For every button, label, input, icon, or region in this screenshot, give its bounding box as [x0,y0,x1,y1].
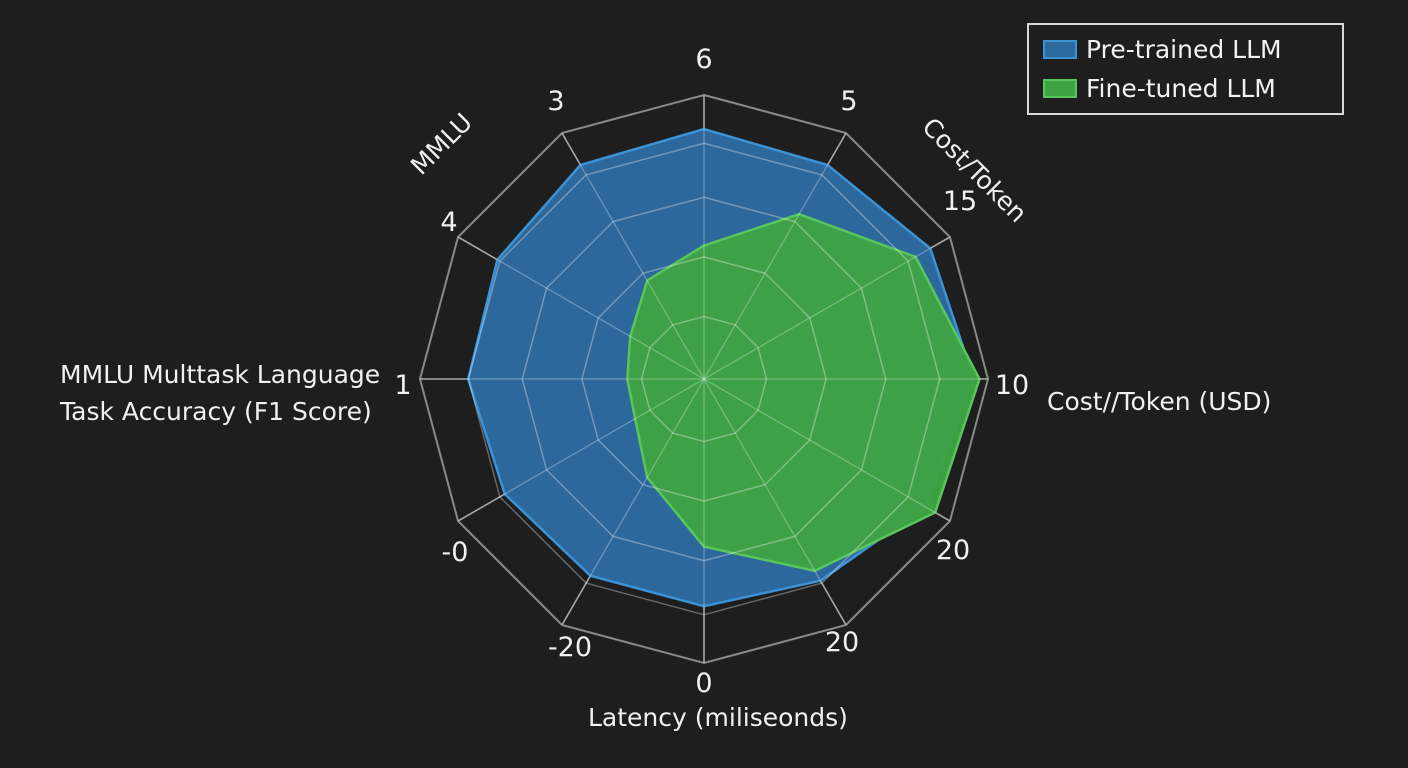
series-point [496,258,499,261]
series-point [629,335,632,338]
grid-ring [467,142,941,616]
axis-tick-label: 15 [943,186,977,217]
series-point [826,163,829,167]
grid-spoke-overlay [703,132,847,380]
series-point [929,247,932,250]
axis-tick-label: 1 [394,370,411,401]
grid-spoke-overlay [703,378,951,522]
legend-swatch-pretrained [1043,40,1077,59]
axis-title-accuracy-line2: Task Accuracy (F1 Score) [60,397,372,426]
axis-tick-label: 20 [825,627,859,658]
grid-spoke-overlay [561,378,705,626]
axis-tick-label: -20 [548,632,592,663]
series-point [626,377,629,381]
axis-tick-label: 10 [995,370,1029,401]
series-point [503,492,506,496]
axis-title-cost-usd: Cost//Token (USD) [1047,387,1272,416]
axis-tick-label: 6 [695,44,712,75]
series-point [646,476,649,479]
grid-ring [581,256,827,502]
series-point [702,244,706,247]
series-point [646,279,649,282]
series-point [579,163,582,167]
legend-label: Fine-tuned LLM [1086,74,1276,103]
axis-title-accuracy-line1: MMLU Multtask Language [60,360,381,389]
series-point [467,377,470,381]
series-point [797,213,801,216]
axis-title-latency: Latency (miliseonds) [588,703,848,732]
grid-spoke-overlay [561,132,705,380]
legend-item-finetuned: Fine-tuned LLM [1043,74,1276,103]
grid-spoke-overlay [457,236,705,380]
series-point [813,569,816,573]
grid-spoke-overlay [703,378,847,626]
axis-tick-label: 0 [695,668,712,699]
axis-tick-label: 4 [440,207,457,238]
grid-spoke-overlay [703,236,951,380]
legend-label: Pre-trained LLM [1086,35,1282,64]
series-point [978,377,981,381]
axis-tick-label: 20 [936,535,970,566]
series-point [589,574,592,577]
series-point [819,579,822,582]
grid-ring [521,196,887,562]
series-point [633,417,637,420]
legend-swatch-finetuned [1043,79,1077,98]
series-point [702,605,706,608]
axis-tick-label: 5 [840,86,857,117]
grid-spoke-overlay [457,378,705,522]
series-point [702,545,706,548]
grid-ring [640,315,768,443]
axis-tick-label: -0 [442,537,469,568]
series-point [914,255,917,259]
legend: Pre-trained LLM Fine-tuned LLM [1027,23,1344,115]
series-point [933,511,937,514]
series-point [702,127,706,131]
legend-item-pretrained: Pre-trained LLM [1043,35,1282,64]
axis-tick-label: 3 [547,86,564,117]
